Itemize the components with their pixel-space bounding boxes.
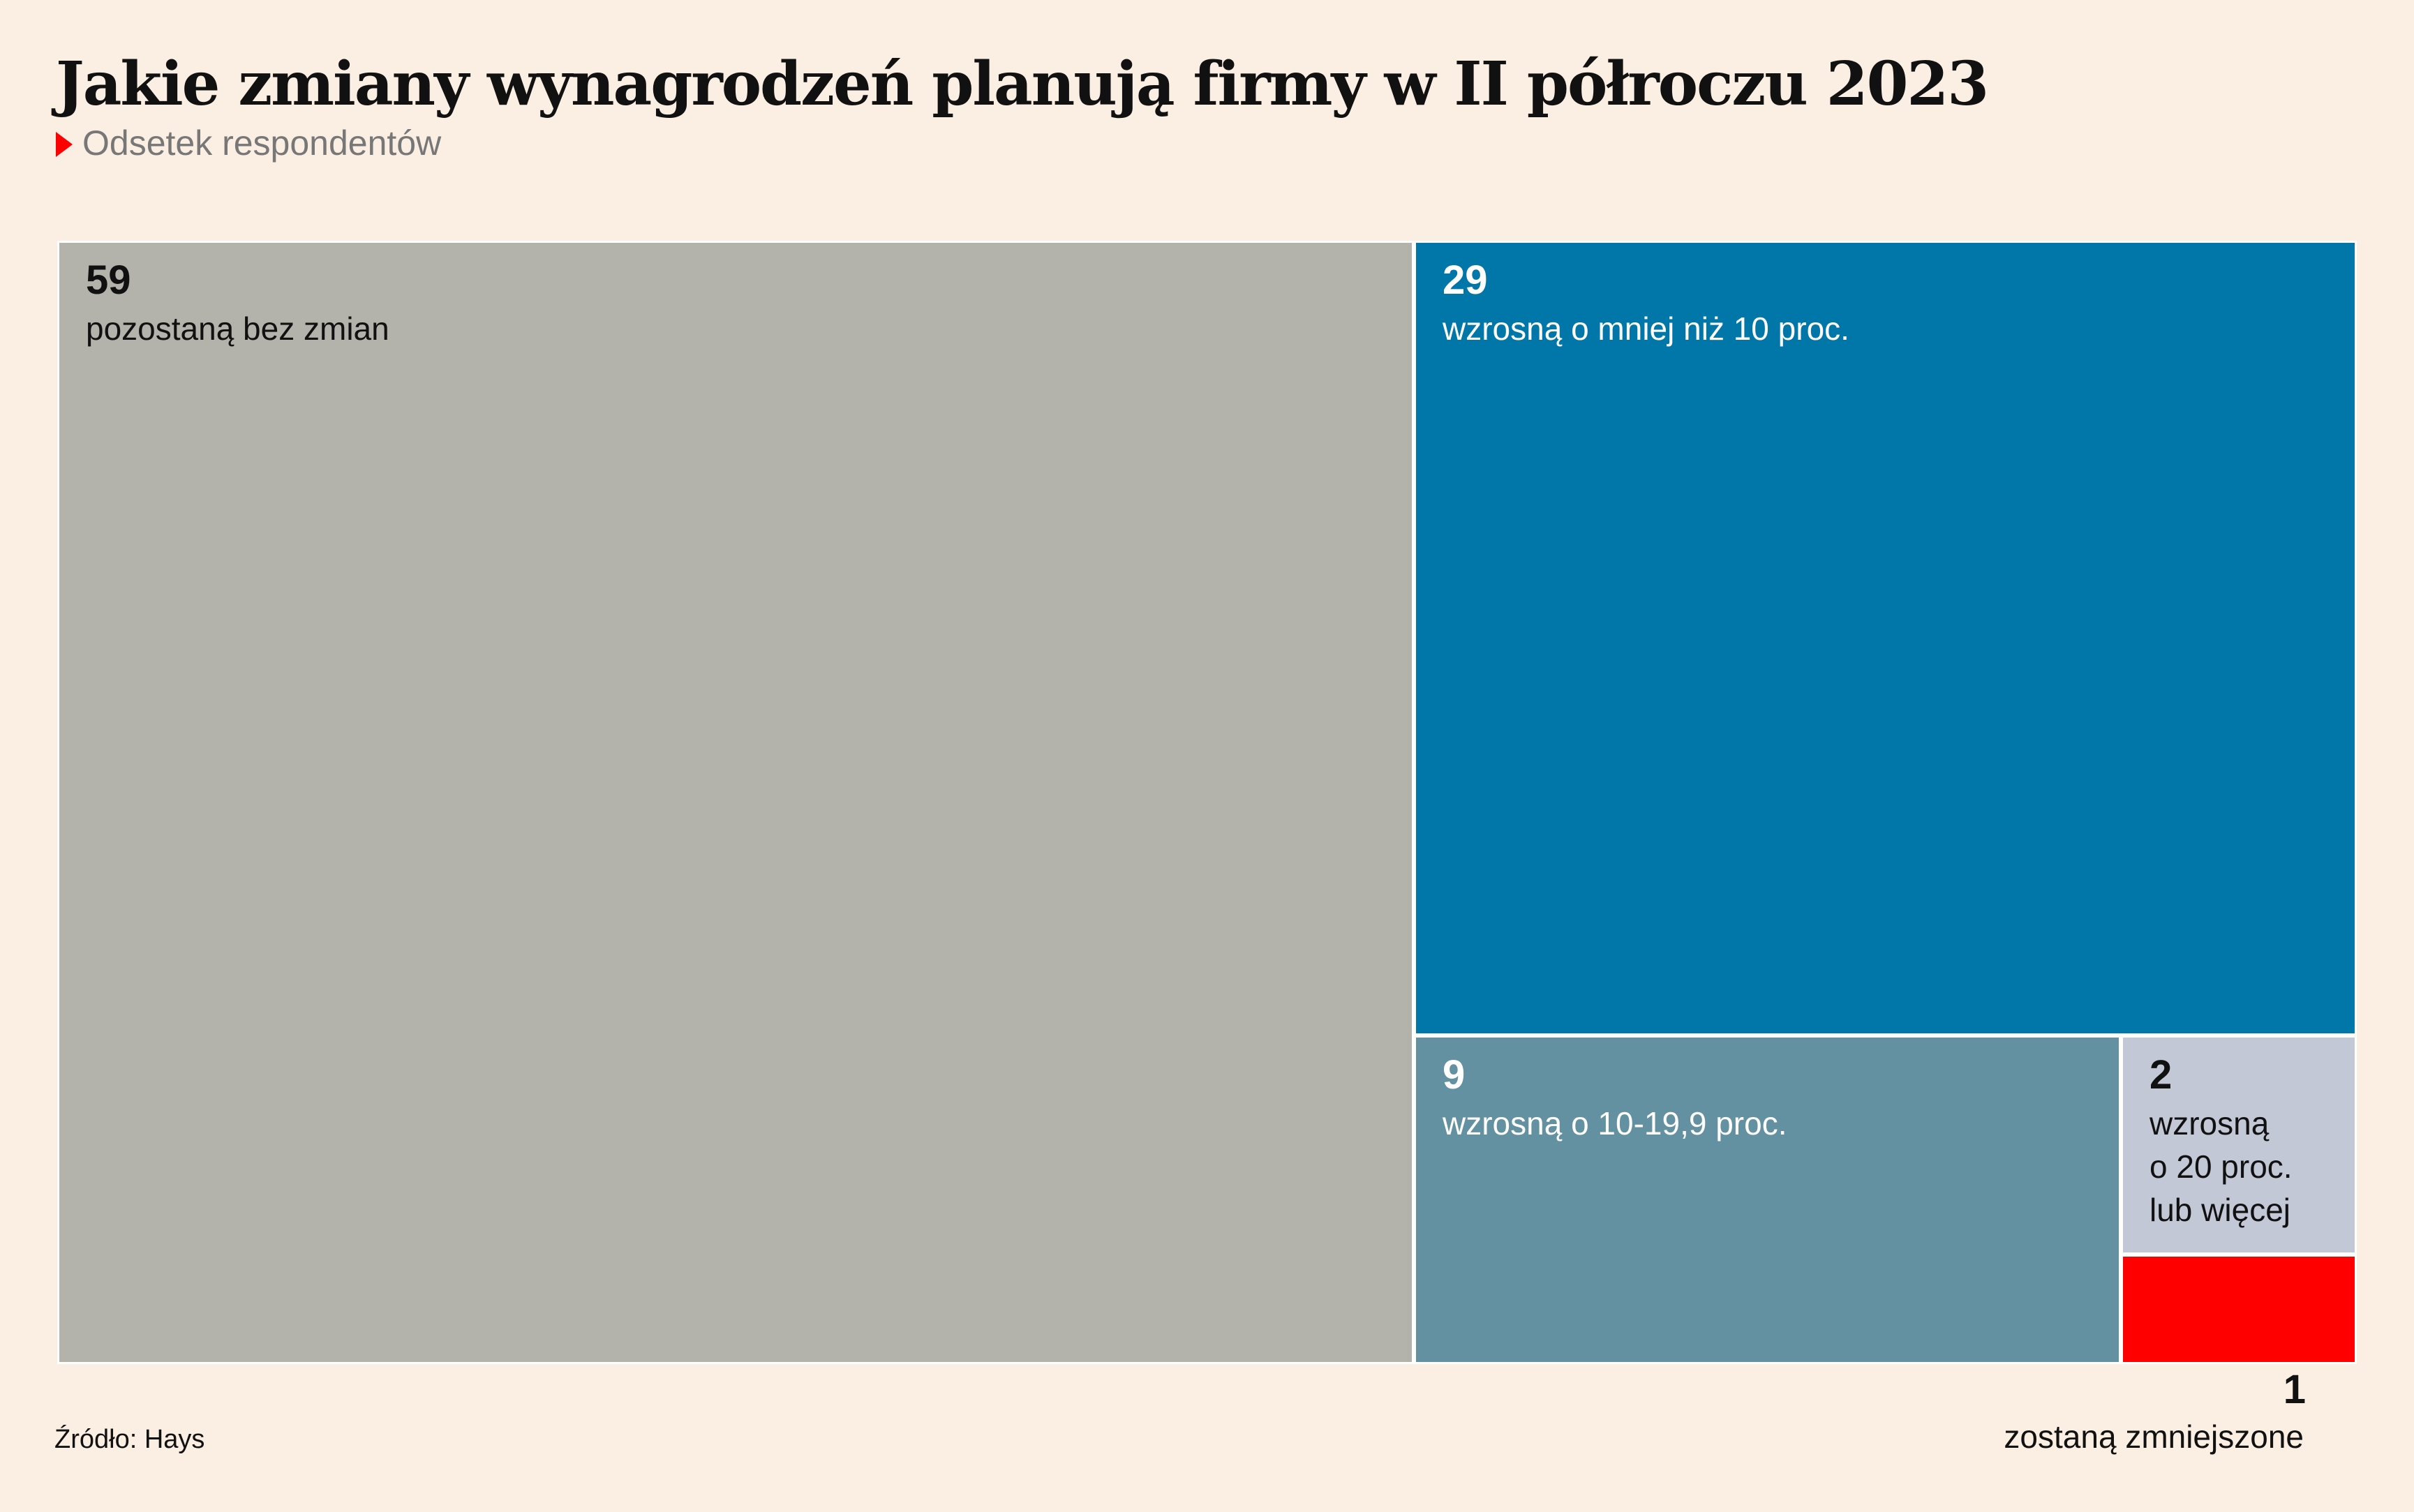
cell-label-decrease: zostaną zmniejszone bbox=[2004, 1419, 2304, 1455]
treemap-cell-under-10: 29 wzrosną o mniej niż 10 proc. bbox=[1414, 241, 2357, 1035]
treemap-cell-no-change: 59 pozostaną bez zmian bbox=[57, 241, 1414, 1364]
cell-label-10-19: wzrosną o 10-19,9 proc. bbox=[1443, 1105, 1787, 1142]
treemap-cell-decrease bbox=[2121, 1255, 2357, 1364]
red-triangle-icon bbox=[56, 132, 73, 157]
cell-label-under-10: wzrosną o mniej niż 10 proc. bbox=[1443, 310, 1849, 347]
cell-value-decrease: 1 bbox=[2283, 1367, 2306, 1412]
source-note: Źródło: Hays bbox=[54, 1425, 205, 1454]
treemap-cell-10-19: 9 wzrosną o 10-19,9 proc. bbox=[1414, 1035, 2121, 1364]
cell-value-20-plus: 2 bbox=[2149, 1052, 2173, 1098]
chart-subtitle: Odsetek respondentów bbox=[56, 123, 441, 163]
subtitle-text: Odsetek respondentów bbox=[82, 123, 442, 163]
cell-label-no-change: pozostaną bez zmian bbox=[86, 310, 389, 347]
cell-value-10-19: 9 bbox=[1443, 1052, 1466, 1098]
cell-value-under-10: 29 bbox=[1443, 257, 1488, 303]
treemap-cell-20-plus: 2 wzrosną o 20 proc. lub więcej bbox=[2121, 1035, 2357, 1255]
cell-value-no-change: 59 bbox=[86, 257, 131, 303]
cell-label-20-plus: wzrosną o 20 proc. lub więcej bbox=[2149, 1105, 2293, 1229]
chart-title: Jakie zmiany wynagrodzeń planują firmy w… bbox=[56, 49, 1989, 119]
